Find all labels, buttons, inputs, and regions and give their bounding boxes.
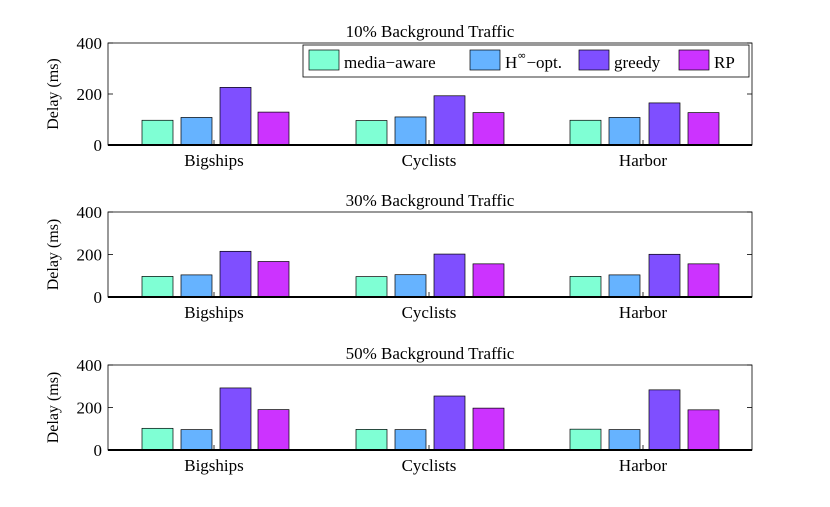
- bar-hinf-opt-bigships: [180, 274, 213, 298]
- legend-label: RP: [714, 53, 735, 72]
- bar-media-aware-cyclists: [355, 429, 388, 451]
- bar-media-aware-harbor: [569, 428, 602, 451]
- y-tick-label: 0: [94, 288, 103, 307]
- bar-rp-harbor: [687, 112, 720, 146]
- bar-greedy-cyclists: [433, 95, 466, 146]
- y-tick-label: 0: [94, 441, 103, 460]
- bar-rp-cyclists: [472, 263, 505, 298]
- x-tick-label-cyclists: Cyclists: [402, 151, 457, 170]
- legend-label: H∞−opt.: [505, 49, 562, 72]
- bar-rp-cyclists: [472, 112, 505, 146]
- x-tick-label-cyclists: Cyclists: [402, 456, 457, 475]
- legend-box: [302, 44, 750, 78]
- y-tick-label: 200: [77, 85, 103, 104]
- bar-hinf-opt-bigships: [180, 117, 213, 146]
- bar-greedy-harbor: [648, 389, 681, 451]
- bar-greedy-bigships: [219, 87, 252, 146]
- legend-swatch: [678, 49, 710, 71]
- bar-greedy-bigships: [219, 250, 252, 298]
- bar-hinf-opt-bigships: [180, 429, 213, 451]
- bar-media-aware-cyclists: [355, 276, 388, 298]
- bar-greedy-cyclists: [433, 395, 466, 451]
- bar-hinf-opt-harbor: [608, 117, 641, 146]
- y-tick-label: 200: [77, 399, 103, 418]
- bar-media-aware-bigships: [141, 119, 174, 146]
- y-axis-label: Delay (ms): [45, 58, 62, 130]
- y-axis-label: Delay (ms): [45, 219, 62, 291]
- legend-label: greedy: [614, 53, 661, 72]
- bar-media-aware-bigships: [141, 427, 174, 451]
- legend-item-rp: RP: [678, 49, 735, 72]
- bar-hinf-opt-cyclists: [394, 116, 427, 146]
- panel-title: 10% Background Traffic: [346, 22, 515, 41]
- bar-greedy-harbor: [648, 102, 681, 146]
- bar-media-aware-cyclists: [355, 120, 388, 146]
- y-tick-label: 200: [77, 246, 103, 265]
- bar-media-aware-harbor: [569, 119, 602, 146]
- x-tick-label-bigships: Bigships: [184, 303, 244, 322]
- panel-title: 30% Background Traffic: [346, 191, 515, 210]
- bar-media-aware-bigships: [141, 276, 174, 298]
- bar-media-aware-harbor: [569, 276, 602, 298]
- bar-hinf-opt-harbor: [608, 429, 641, 451]
- legend-swatch: [308, 49, 340, 71]
- bar-rp-harbor: [687, 263, 720, 298]
- y-tick-label: 400: [77, 203, 103, 222]
- x-tick-label-harbor: Harbor: [619, 303, 667, 322]
- panel-3: 50% Background Traffic 0 200 400 Delay (ms) B…: [45, 344, 753, 475]
- x-tick-label-bigships: Bigships: [184, 151, 244, 170]
- y-tick-label: 0: [94, 136, 103, 155]
- y-tick-label: 400: [77, 356, 103, 375]
- bar-greedy-harbor: [648, 253, 681, 298]
- x-tick-label-harbor: Harbor: [619, 456, 667, 475]
- panel-1: 10% Background Traffic 0 200 400 Delay (ms) B…: [45, 22, 753, 170]
- bar-rp-bigships: [257, 409, 290, 451]
- bar-rp-harbor: [687, 409, 720, 451]
- bar-hinf-opt-harbor: [608, 274, 641, 298]
- legend-item-hinf-opt: H∞−opt.: [469, 49, 562, 72]
- legend-item-greedy: greedy: [578, 49, 661, 72]
- x-tick-label-harbor: Harbor: [619, 151, 667, 170]
- legend-swatch: [578, 49, 610, 71]
- y-axis-label: Delay (ms): [45, 372, 62, 444]
- bar-rp-bigships: [257, 261, 290, 298]
- x-tick-label-bigships: Bigships: [184, 456, 244, 475]
- legend-item-media-aware: media−aware: [308, 49, 436, 72]
- panel-2: 30% Background Traffic 0 200 400 Delay (ms) B…: [45, 191, 753, 322]
- legend-swatch: [469, 49, 501, 71]
- legend-label: media−aware: [344, 53, 436, 72]
- y-tick-label: 400: [77, 34, 103, 53]
- bar-hinf-opt-cyclists: [394, 274, 427, 298]
- bar-rp-bigships: [257, 111, 290, 146]
- legend: media−aware H∞−opt. greedy RP: [302, 44, 750, 78]
- bar-greedy-cyclists: [433, 253, 466, 298]
- panel-title: 50% Background Traffic: [346, 344, 515, 363]
- bar-hinf-opt-cyclists: [394, 429, 427, 451]
- x-tick-label-cyclists: Cyclists: [402, 303, 457, 322]
- bar-greedy-bigships: [219, 387, 252, 451]
- bar-rp-cyclists: [472, 407, 505, 451]
